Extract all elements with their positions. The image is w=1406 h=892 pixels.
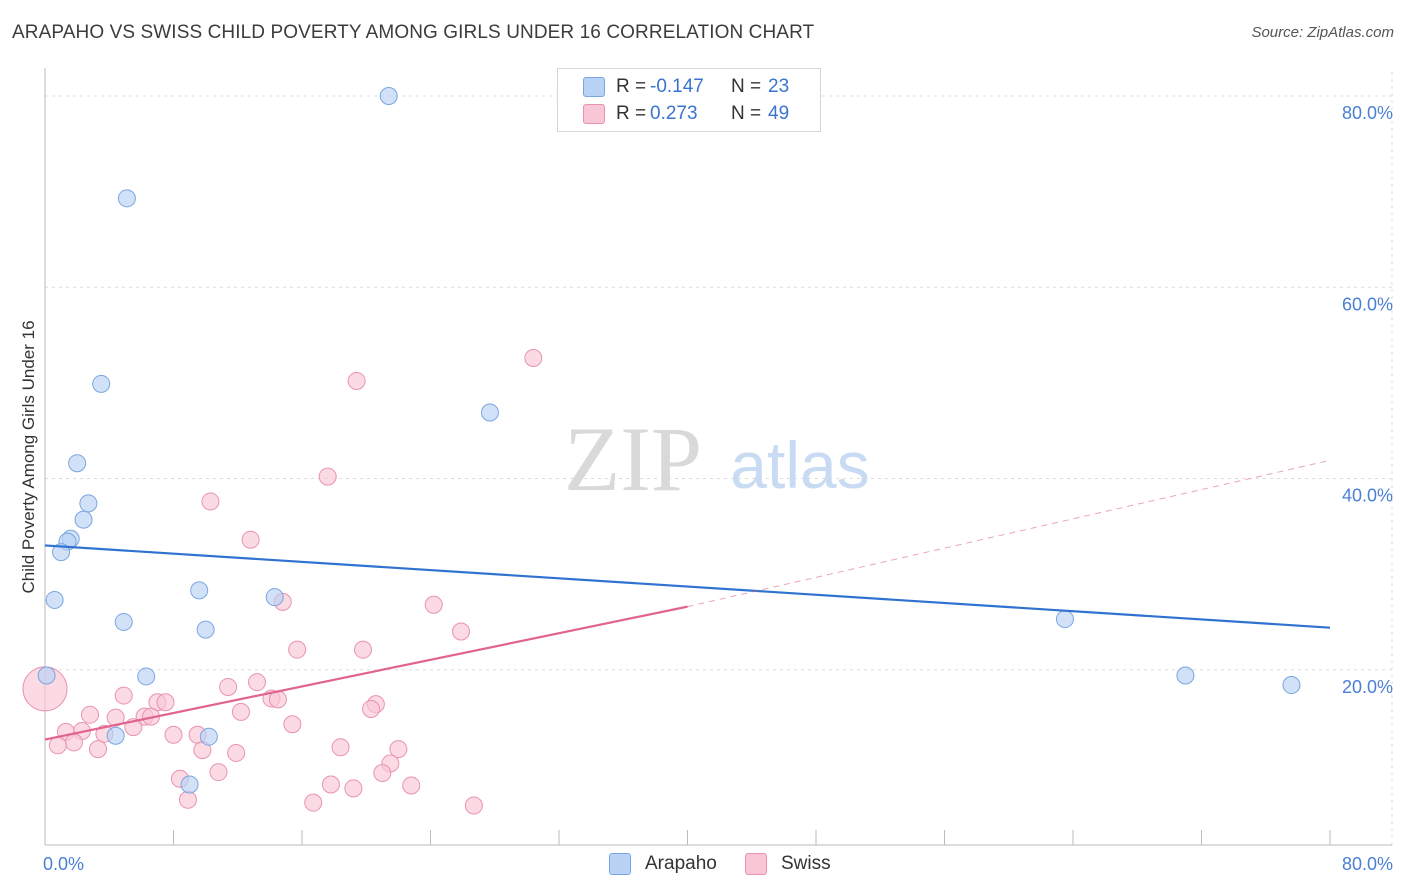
swiss-trend-line — [44, 605, 688, 741]
arapaho-point — [265, 588, 284, 607]
swiss-point — [304, 793, 323, 812]
legend-r-label: R = — [616, 103, 647, 124]
swiss-point — [389, 740, 408, 759]
bottom-legend-label-arapaho: Arapaho — [645, 853, 717, 874]
swiss-point — [347, 371, 366, 390]
bottom-legend-swatch-arapaho — [609, 853, 631, 875]
arapaho-point — [1055, 610, 1074, 629]
arapaho-point — [68, 454, 87, 473]
bottom-legend-swiss: Swiss — [745, 852, 831, 876]
legend-swatch-swiss — [583, 104, 605, 124]
swiss-point — [156, 693, 175, 712]
arapaho-point — [180, 775, 199, 794]
legend-swatch-arapaho — [583, 77, 605, 97]
y-tick-label: 40.0% — [1342, 486, 1393, 506]
swiss-point — [231, 702, 250, 721]
arapaho-point — [106, 726, 125, 745]
legend-n-value: 23 — [768, 76, 790, 97]
swiss-point — [321, 775, 340, 794]
swiss-point — [318, 467, 337, 486]
swiss-point — [362, 699, 381, 718]
swiss-point — [164, 725, 183, 744]
x-tick-labels: 0.0% 80.0% — [43, 854, 1393, 874]
arapaho-trend-line — [44, 544, 1331, 629]
swiss-point — [48, 736, 67, 755]
swiss-point — [283, 715, 302, 734]
arapaho-point — [37, 666, 56, 685]
watermark-zip: ZIP — [564, 408, 702, 510]
arapaho-point — [480, 403, 499, 422]
grid-lines — [45, 72, 1393, 845]
swiss-point — [114, 686, 133, 705]
swiss-point — [424, 595, 443, 614]
swiss-point — [288, 640, 307, 659]
swiss-point — [80, 705, 99, 724]
swiss-point — [464, 796, 483, 815]
legend-r-label: R = — [616, 76, 647, 97]
arapaho-point — [52, 543, 71, 562]
swiss-point — [227, 743, 246, 762]
y-axis-label: Child Poverty Among Girls Under 16 — [19, 320, 38, 593]
swiss-point — [344, 779, 363, 798]
watermark-atlas: atlas — [730, 428, 869, 502]
x-tick-label: 80.0% — [1342, 854, 1393, 874]
swiss-point — [331, 738, 350, 757]
y-tick-label: 80.0% — [1342, 103, 1393, 123]
swiss-point — [524, 349, 543, 368]
arapaho-point — [45, 590, 64, 609]
swiss-point — [452, 622, 471, 641]
bottom-legend-arapaho: Arapaho — [609, 852, 717, 876]
watermark: ZIP atlas — [564, 408, 870, 510]
y-tick-labels: 20.0% 40.0% 60.0% 80.0% — [1342, 103, 1393, 697]
x-tick-label: 0.0% — [43, 854, 84, 874]
arapaho-point — [137, 667, 156, 686]
arapaho-point — [196, 620, 215, 639]
swiss-point — [106, 708, 125, 727]
legend-n-value: 49 — [768, 103, 790, 124]
swiss-point — [248, 673, 267, 692]
swiss-point — [402, 776, 421, 795]
legend-r-value: 0.273 — [650, 103, 698, 124]
arapaho-point — [92, 374, 111, 393]
swiss-point — [209, 763, 228, 782]
swiss-points — [22, 349, 543, 815]
arapaho-point — [79, 494, 98, 513]
bottom-legend-swatch-swiss — [745, 853, 767, 875]
y-tick-label: 60.0% — [1342, 294, 1393, 314]
legend-r-value: -0.147 — [650, 76, 704, 97]
trend-lines — [44, 459, 1331, 741]
swiss-point — [64, 733, 83, 752]
swiss-point — [201, 492, 220, 511]
swiss-point — [219, 677, 238, 696]
y-tick-label: 20.0% — [1342, 677, 1393, 697]
arapaho-point — [1282, 676, 1301, 695]
arapaho-point — [114, 612, 133, 631]
arapaho-point — [379, 87, 398, 105]
arapaho-point — [74, 510, 93, 529]
swiss-point — [354, 640, 373, 659]
swiss-point — [178, 790, 197, 809]
swiss-point — [241, 530, 260, 549]
legend-n-label: N = — [731, 76, 762, 97]
arapaho-point — [199, 727, 218, 746]
axes — [44, 68, 1392, 846]
arapaho-point — [190, 581, 209, 600]
chart-title: ARAPAHO VS SWISS CHILD POVERTY AMONG GIR… — [12, 22, 815, 43]
swiss-point — [89, 740, 108, 759]
source-label: Source: ZipAtlas.com — [1251, 24, 1394, 41]
correlation-legend: R = -0.147 N = 23 R = 0.273 N = 49 — [557, 68, 821, 132]
legend-n-label: N = — [731, 103, 762, 124]
bottom-legend-label-swiss: Swiss — [781, 853, 831, 874]
arapaho-point — [117, 189, 136, 208]
arapaho-point — [1176, 666, 1195, 685]
swiss-point — [373, 764, 392, 783]
